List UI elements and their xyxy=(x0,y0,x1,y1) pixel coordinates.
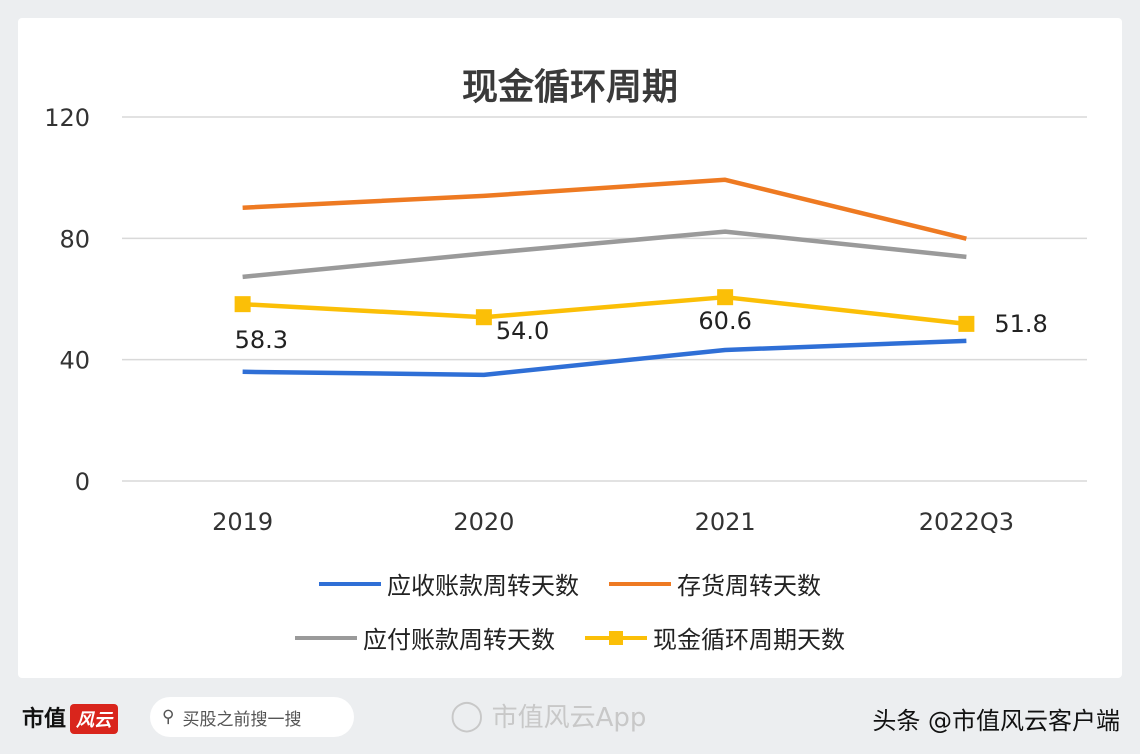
series-line xyxy=(242,338,967,378)
y-tick-label: 0 xyxy=(75,468,90,496)
legend-row-2: 应付账款周转天数 现金循环周期天数 xyxy=(0,620,1140,655)
series-line xyxy=(242,177,967,241)
legend-row-1: 应收账款周转天数 存货周转天数 xyxy=(0,566,1140,601)
x-tick-label: 2019 xyxy=(212,508,273,536)
legend-swatch xyxy=(609,581,671,586)
data-point-marker xyxy=(475,309,492,326)
legend-item-payable: 应付账款周转天数 xyxy=(295,620,555,655)
data-label: 54.0 xyxy=(496,317,549,345)
app-watermark: ◯ 市值风云App xyxy=(450,697,646,734)
chart-card xyxy=(18,18,1122,678)
legend-item-cash-cycle: 现金循环周期天数 xyxy=(585,620,845,655)
data-point-marker xyxy=(717,289,734,306)
chart-title: 现金循环周期 xyxy=(461,67,678,108)
series-line xyxy=(242,229,967,280)
weibo-icon: ◯ xyxy=(450,698,484,733)
legend-swatch xyxy=(319,581,381,586)
legend-swatch xyxy=(585,630,647,645)
data-point-marker xyxy=(234,296,251,313)
data-label: 60.6 xyxy=(698,307,751,335)
data-point-marker xyxy=(958,315,975,332)
brand-logo: 市值 风云 xyxy=(22,701,119,734)
brand-badge: 风云 xyxy=(70,704,119,734)
data-label: 51.8 xyxy=(994,310,1047,338)
legend-item-receivable: 应收账款周转天数 xyxy=(319,566,579,601)
legend-marker xyxy=(609,630,623,645)
legend-item-inventory: 存货周转天数 xyxy=(609,566,821,601)
x-tick-label: 2020 xyxy=(453,508,514,536)
y-tick-label: 120 xyxy=(44,104,90,132)
search-placeholder: 买股之前搜一搜 xyxy=(182,709,302,730)
footer-bar: 市值 风云 ⚲ 买股之前搜一搜 ◯ 市值风云App 头条 @市值风云客户端 xyxy=(0,685,1140,754)
app-name: 市值风云App xyxy=(491,703,647,733)
y-tick-label: 40 xyxy=(59,347,90,375)
brand-text: 市值 xyxy=(22,707,67,732)
search-box[interactable]: ⚲ 买股之前搜一搜 xyxy=(150,697,354,737)
legend-swatch xyxy=(295,635,357,640)
y-tick-label: 80 xyxy=(59,225,90,253)
x-tick-label: 2021 xyxy=(695,508,756,536)
series-line xyxy=(242,294,967,327)
legend-label: 存货周转天数 xyxy=(677,572,821,600)
legend-label: 现金循环周期天数 xyxy=(653,626,845,654)
legend-label: 应付账款周转天数 xyxy=(363,626,555,654)
legend-label: 应收账款周转天数 xyxy=(387,572,579,600)
data-label: 58.3 xyxy=(235,326,288,354)
search-icon: ⚲ xyxy=(162,707,175,727)
source-credit: 头条 @市值风云客户端 xyxy=(872,707,1120,735)
x-tick-label: 2022Q3 xyxy=(919,508,1014,536)
